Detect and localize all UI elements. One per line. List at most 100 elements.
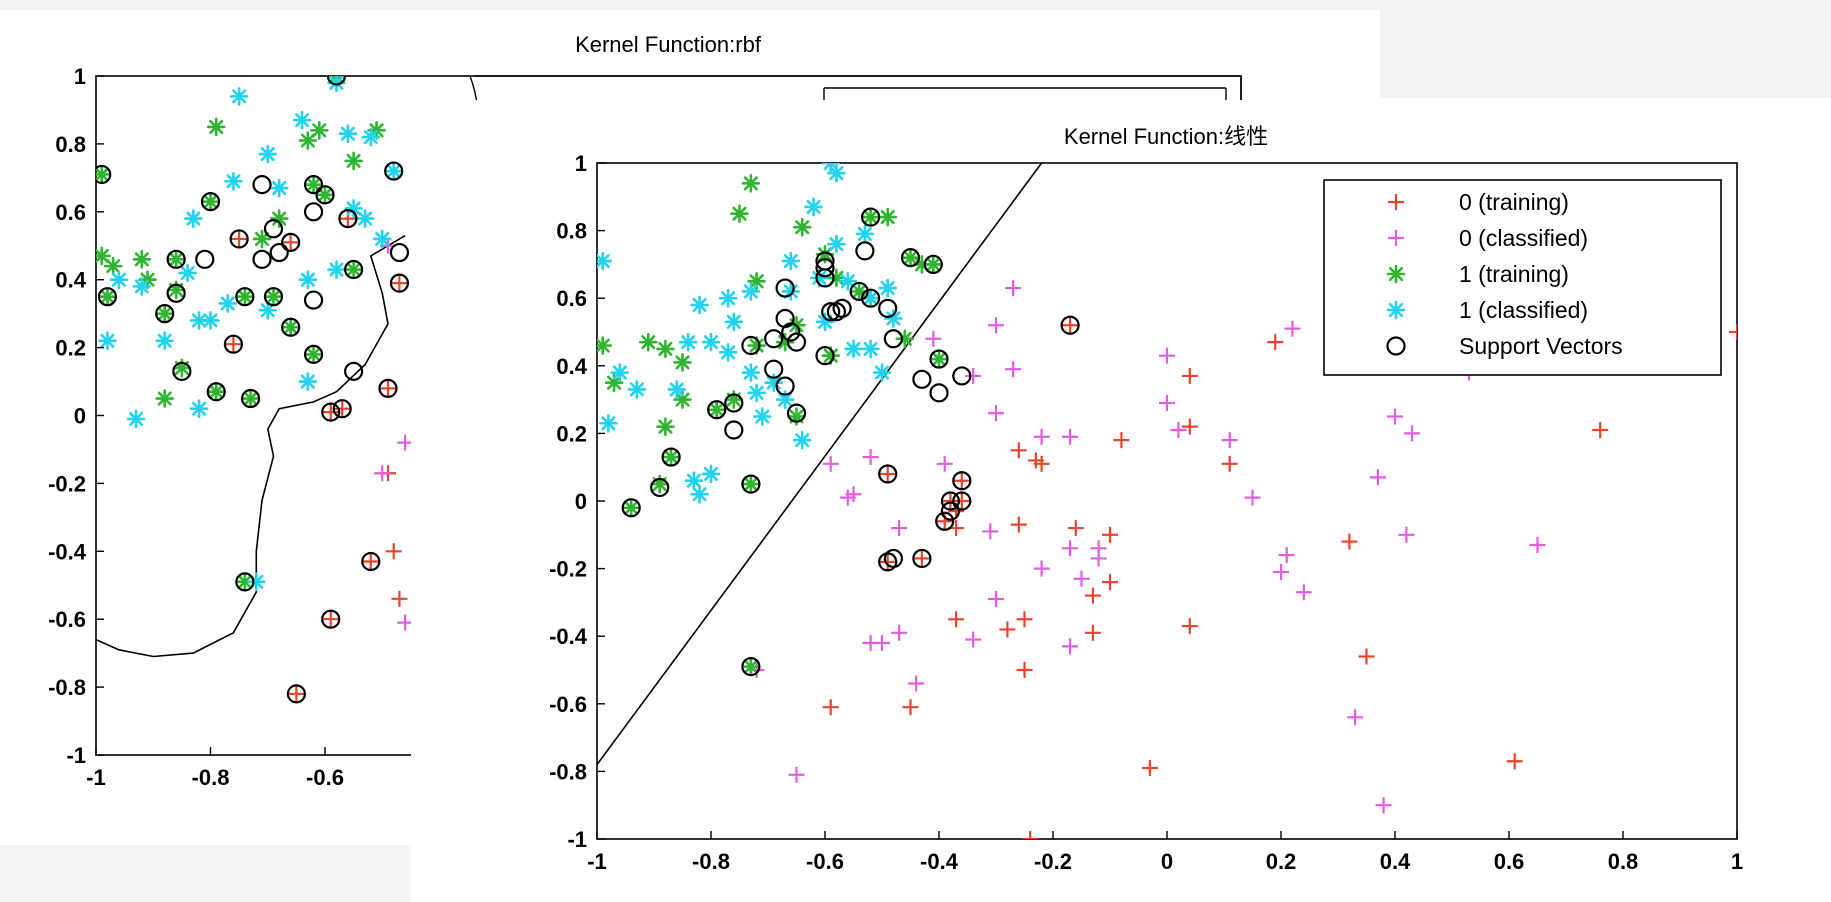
- training-0-point: [1729, 324, 1737, 340]
- support-vector: [378, 378, 398, 398]
- support-vector: [883, 548, 904, 569]
- training-1-point: [201, 192, 220, 211]
- classified-1-point: [258, 144, 278, 164]
- training-0-point: [1181, 418, 1198, 435]
- support-vector: [96, 164, 112, 185]
- x-tick-label: -0.6: [306, 765, 344, 790]
- training-0-point: [391, 275, 408, 292]
- training-0-point: [953, 493, 970, 509]
- classified-1-point: [155, 331, 174, 351]
- classified-1-point: [201, 311, 220, 330]
- training-0-point: [1010, 516, 1027, 533]
- training-0-point: [1016, 662, 1033, 678]
- support-vector: [303, 175, 324, 195]
- y-tick-label: 0.8: [55, 132, 86, 157]
- legend-training-1-marker: [1386, 264, 1406, 284]
- support-vector: [952, 491, 972, 511]
- support-vector: [338, 208, 358, 229]
- classified-1-point: [98, 331, 117, 351]
- support-vector: [724, 393, 744, 413]
- training-1-point: [304, 345, 323, 364]
- classified-0-point: [1062, 428, 1079, 445]
- classified-0-point: [1159, 347, 1175, 364]
- support-vector: [775, 376, 795, 396]
- training-0-point: [1102, 526, 1118, 543]
- classified-1-point: [781, 251, 801, 271]
- x-tick-label: 0: [1161, 849, 1173, 874]
- classified-0-point: [1221, 432, 1238, 449]
- y-tick-label: 1: [74, 64, 86, 89]
- legend-label: 0 (classified): [1459, 225, 1588, 251]
- classified-0-point: [965, 367, 982, 384]
- classified-1-point: [298, 270, 318, 290]
- training-1-point: [96, 165, 112, 184]
- training-1-point: [661, 447, 681, 467]
- classified-0-point: [1347, 709, 1364, 726]
- classified-0-point: [1033, 560, 1050, 577]
- classified-0-point: [1387, 408, 1403, 425]
- legend-training-0-marker: [1388, 194, 1404, 210]
- classified-1-point: [610, 363, 630, 382]
- support-vector: [650, 477, 670, 498]
- support-vector: [281, 232, 301, 252]
- training-0-point: [322, 404, 339, 421]
- classified-0-point: [1284, 320, 1301, 337]
- support-vector: [155, 304, 175, 324]
- support-vector: [741, 335, 761, 356]
- classified-1-point: [667, 380, 687, 399]
- training-1-point: [281, 317, 300, 337]
- support-vector: [389, 273, 410, 293]
- training-1-point: [656, 339, 675, 359]
- classified-0-point: [1369, 469, 1386, 486]
- support-vector: [235, 287, 255, 307]
- classified-1-point: [741, 282, 761, 301]
- training-0-point: [953, 472, 970, 489]
- support-vector: [724, 420, 744, 440]
- support-vector: [855, 241, 875, 261]
- classified-1-point: [599, 413, 618, 433]
- legend-label: Support Vectors: [1459, 333, 1623, 359]
- support-vector: [929, 383, 949, 403]
- support-vector: [952, 471, 972, 491]
- training-1-point: [132, 250, 152, 269]
- classified-1-point: [684, 471, 704, 491]
- classified-1-point: [132, 277, 152, 296]
- training-1-point: [673, 353, 692, 372]
- support-vector: [661, 447, 681, 467]
- classified-0-point: [988, 591, 1004, 608]
- training-0-point: [948, 611, 965, 628]
- support-vector: [344, 361, 364, 381]
- training-1-point: [269, 209, 289, 228]
- legend-classified-1-marker: [1386, 300, 1406, 320]
- classified-1-point: [338, 124, 358, 144]
- support-vector: [315, 185, 335, 205]
- support-vector: [223, 334, 243, 354]
- support-vector: [303, 344, 324, 364]
- classified-1-point: [775, 390, 795, 409]
- classified-0-point: [908, 675, 925, 692]
- training-0-point: [1113, 432, 1130, 449]
- training-1-point: [741, 173, 761, 193]
- training-1-point: [929, 349, 949, 369]
- support-vector: [883, 329, 904, 349]
- support-vector: [172, 361, 192, 381]
- training-0-point: [1102, 574, 1118, 591]
- classified-1-point: [189, 399, 209, 419]
- y-tick-label: -1: [567, 827, 587, 852]
- classified-1-point: [384, 161, 404, 181]
- classified-1-point: [224, 171, 243, 191]
- support-vector: [912, 369, 932, 389]
- support-vector: [815, 346, 835, 366]
- training-0-point: [1506, 753, 1523, 770]
- classified-1-point: [627, 380, 647, 399]
- training-0-point: [225, 336, 242, 353]
- support-vector: [741, 657, 761, 677]
- classified-1-point: [884, 309, 903, 328]
- x-tick-label: -0.6: [806, 849, 844, 874]
- classified-1-point: [109, 270, 129, 290]
- classified-1-point: [690, 484, 709, 504]
- support-vector: [826, 302, 847, 322]
- classified-1-point: [827, 163, 846, 183]
- legend-support-vector-marker: [1386, 336, 1406, 356]
- training-1-point: [264, 287, 283, 306]
